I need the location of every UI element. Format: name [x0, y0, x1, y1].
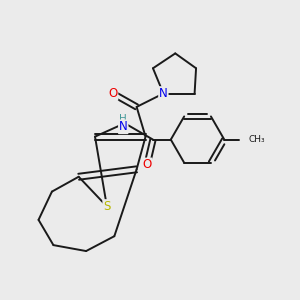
Text: CH₃: CH₃ — [248, 135, 265, 144]
Text: N: N — [119, 120, 128, 133]
Text: O: O — [142, 158, 152, 171]
Text: O: O — [108, 87, 118, 100]
Text: H: H — [119, 114, 127, 124]
Text: S: S — [103, 200, 111, 213]
Text: N: N — [159, 87, 168, 100]
